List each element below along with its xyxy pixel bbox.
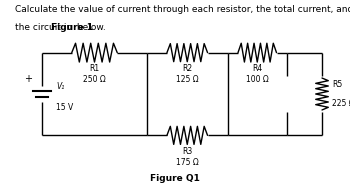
Text: 125 Ω: 125 Ω <box>176 75 198 84</box>
Text: R5: R5 <box>332 80 343 89</box>
Text: +: + <box>24 74 32 84</box>
Text: 175 Ω: 175 Ω <box>176 158 199 167</box>
Text: R3: R3 <box>182 147 192 156</box>
Text: Calculate the value of current through each resistor, the total current, and the: Calculate the value of current through e… <box>15 5 350 14</box>
Text: the circuit in: the circuit in <box>15 24 75 33</box>
Text: R2: R2 <box>182 64 192 73</box>
Text: Figure 1: Figure 1 <box>51 24 93 33</box>
Text: 15 V: 15 V <box>56 103 73 112</box>
Text: V₁: V₁ <box>56 82 64 91</box>
Text: R1: R1 <box>90 64 99 73</box>
Text: below.: below. <box>74 24 106 33</box>
Text: 100 Ω: 100 Ω <box>246 75 269 84</box>
Text: Figure Q1: Figure Q1 <box>150 174 200 183</box>
Text: 250 Ω: 250 Ω <box>83 75 106 84</box>
Text: R4: R4 <box>252 64 262 73</box>
Text: 225 Ω: 225 Ω <box>332 99 350 108</box>
